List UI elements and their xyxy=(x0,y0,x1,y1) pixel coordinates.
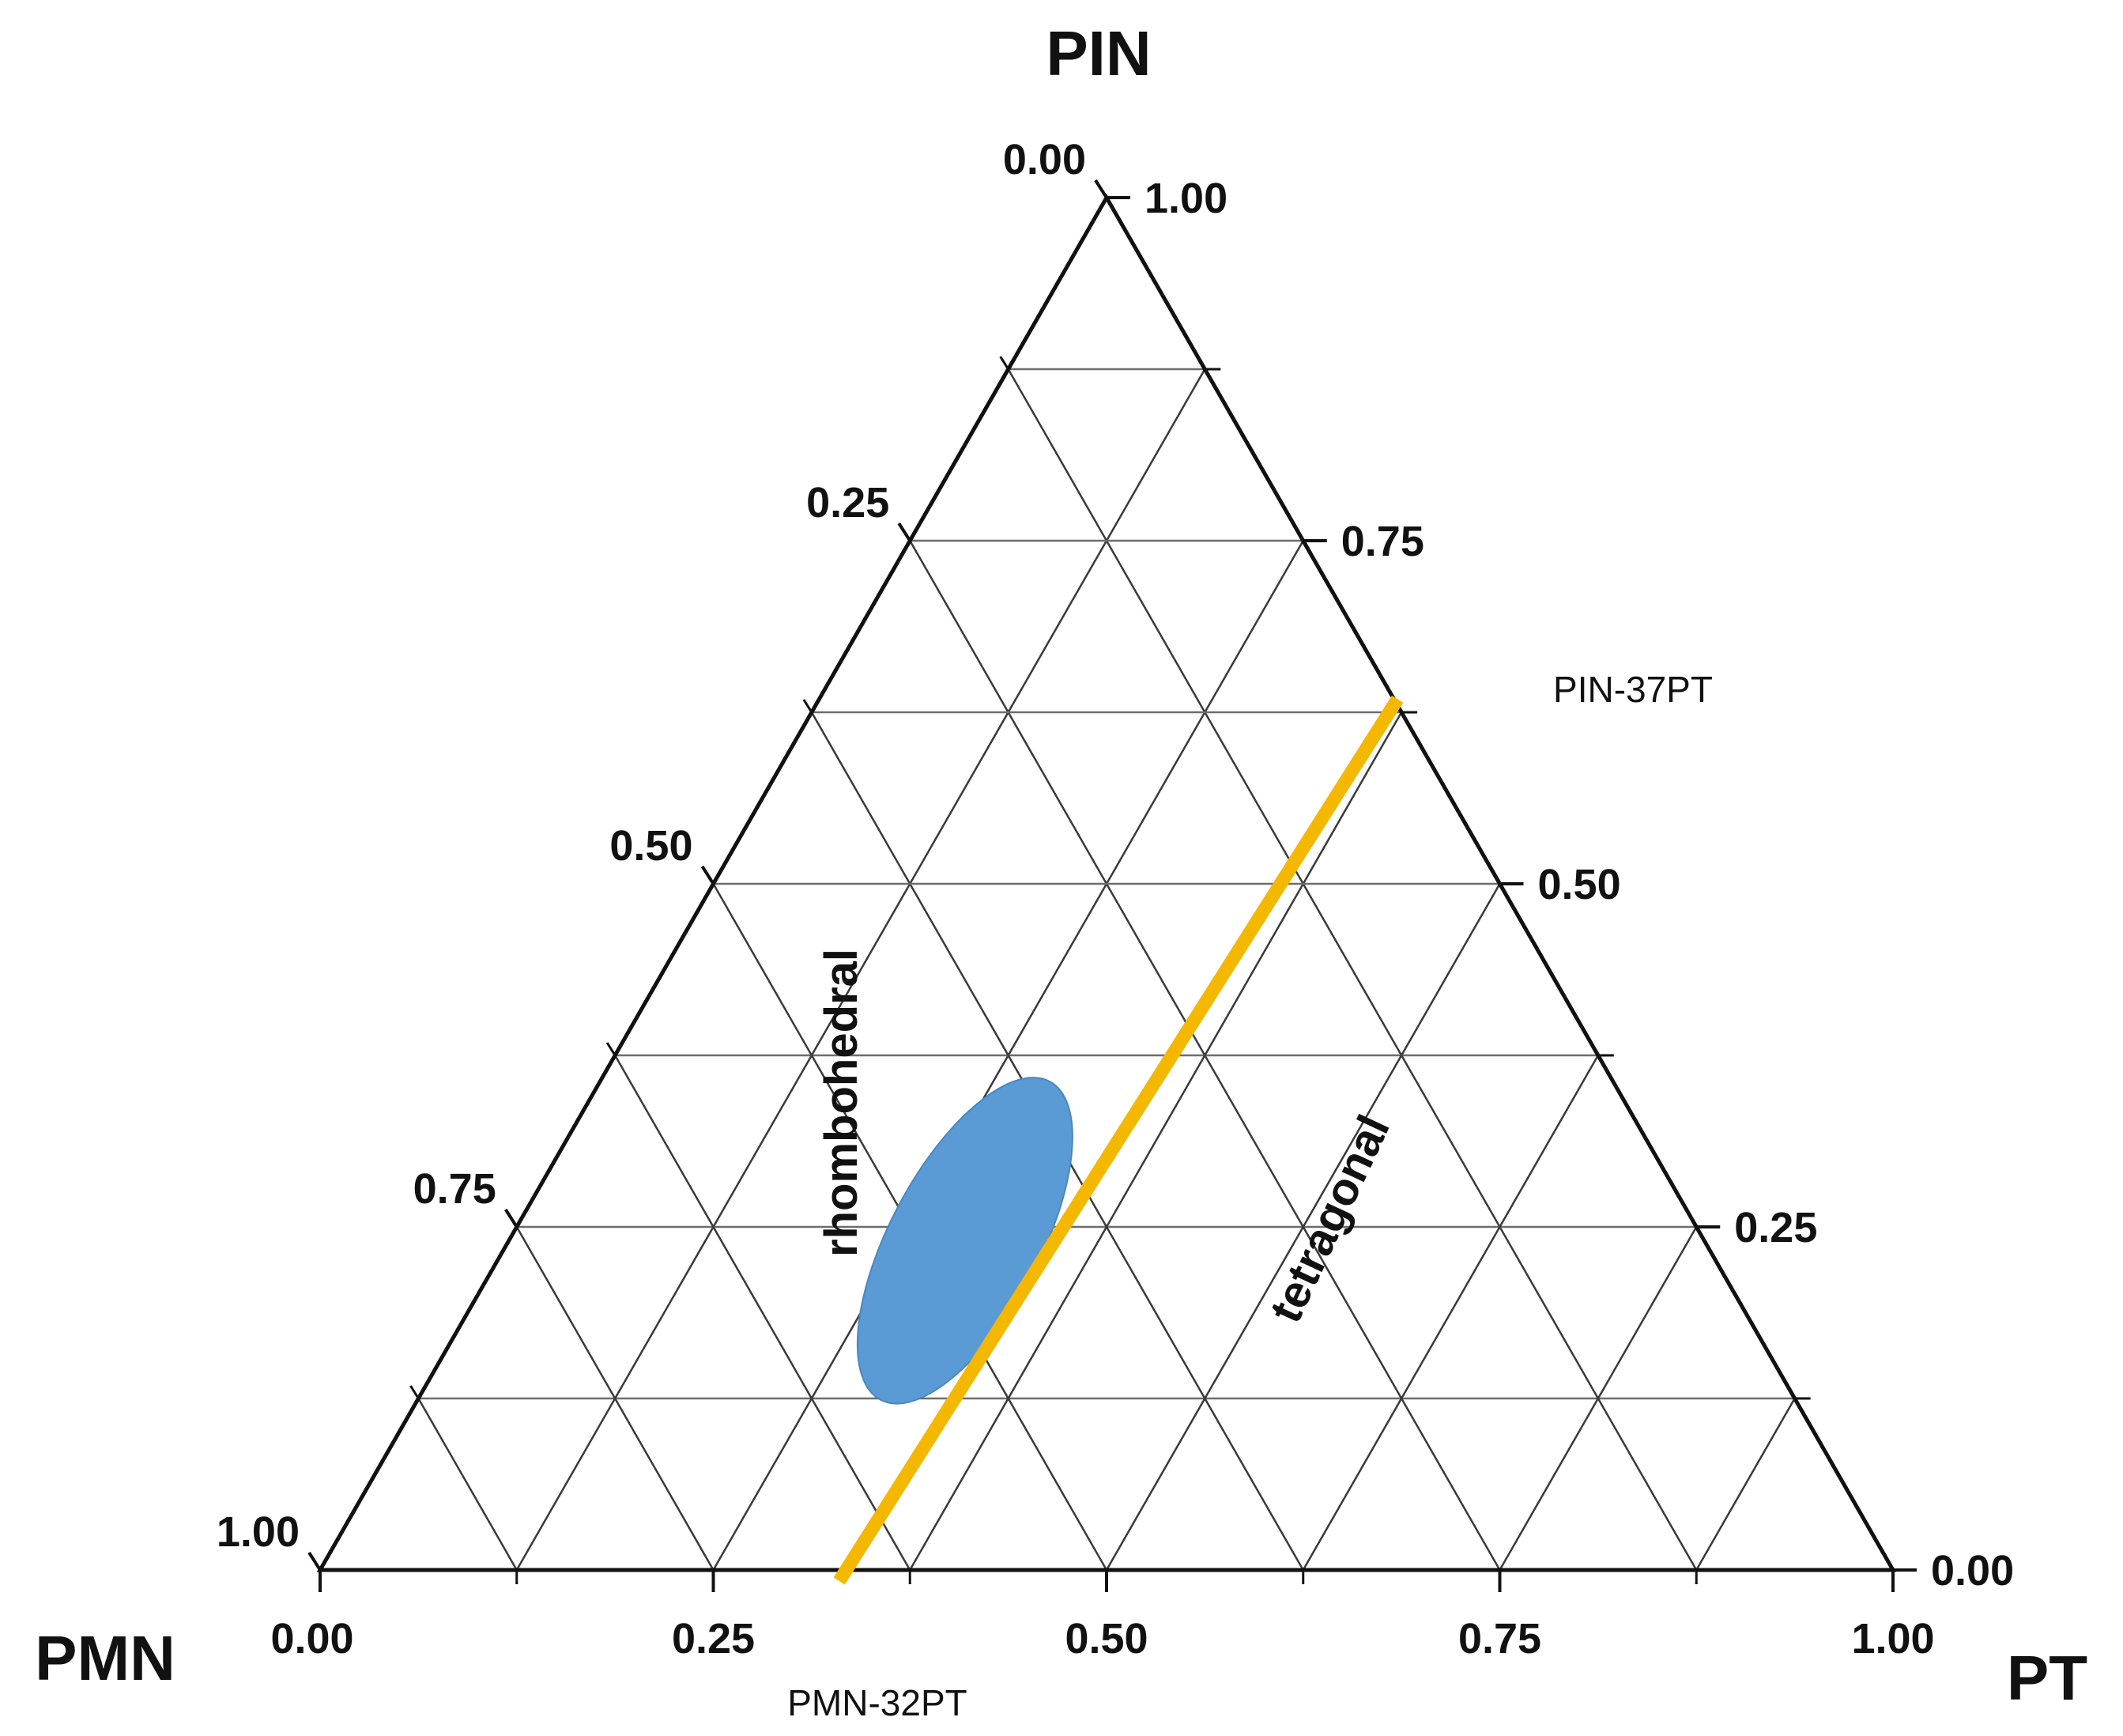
vertex-label-top: PIN xyxy=(1046,18,1151,89)
pt-tick-label: 0.25 xyxy=(672,1615,755,1662)
pmn-tick-mark xyxy=(897,522,911,542)
grid-line-pt xyxy=(1105,883,1501,1571)
grid-line-pmn xyxy=(515,1226,715,1571)
pmn-minor-tick xyxy=(999,356,1009,370)
grid-line-pmn xyxy=(614,1055,911,1571)
grid-line-pt xyxy=(515,368,1206,1571)
vertex-label-right: PT xyxy=(2007,1643,2087,1713)
pt-tick-label: 0.50 xyxy=(1065,1615,1148,1662)
pmn-tick-label: 0.75 xyxy=(413,1165,496,1213)
pin-tick-label: 1.00 xyxy=(1144,175,1227,222)
pmn-tick-mark xyxy=(1094,179,1108,199)
pin-tick-label: 0.75 xyxy=(1341,518,1424,565)
boundary-label-bottom: PMN-32PT xyxy=(787,1682,967,1723)
pt-tick-label: 1.00 xyxy=(1851,1615,1934,1662)
pt-tick-label: 0.00 xyxy=(270,1615,353,1662)
pmn-tick-mark xyxy=(307,1551,322,1572)
pmn-tick-label: 0.50 xyxy=(609,822,692,870)
vertex-label-left: PMN xyxy=(35,1623,175,1693)
pmn-tick-mark xyxy=(700,865,715,885)
pmn-tick-label: 0.00 xyxy=(1003,136,1086,183)
region-label-rhombohedral: rhombohedral xyxy=(816,949,867,1257)
pmn-tick-label: 0.25 xyxy=(806,479,889,526)
grid-line-pt xyxy=(1302,1055,1599,1571)
phase-boundary-line xyxy=(833,695,1404,1585)
grid-line-pmn xyxy=(1007,368,1698,1571)
pin-tick-label: 0.50 xyxy=(1538,861,1621,908)
grid-lines xyxy=(417,368,1796,1571)
pmn-tick-mark xyxy=(504,1208,518,1228)
grid-line-pt xyxy=(1695,1398,1796,1571)
pmn-minor-tick xyxy=(409,1385,420,1399)
boundary-label-top: PIN-37PT xyxy=(1553,669,1713,710)
grid-line-pmn xyxy=(417,1398,518,1571)
pmn-minor-tick xyxy=(802,699,813,713)
grid-line-pt xyxy=(909,711,1403,1571)
pmn-minor-tick xyxy=(605,1042,617,1056)
region-label-tetragonal: tetragonal xyxy=(1260,1108,1400,1330)
pmn-tick-label: 1.00 xyxy=(217,1508,300,1556)
data-layer xyxy=(833,695,1404,1585)
pt-tick-label: 0.75 xyxy=(1458,1615,1541,1662)
axis-ticks: 0.00 0.25 0.50 0.75 1.00 0.00 0.25 0.50 0.75 1.00… xyxy=(217,136,2014,1662)
pin-tick-label: 0.25 xyxy=(1734,1204,1817,1251)
grid-line-pt xyxy=(1499,1226,1698,1571)
pin-tick-label: 0.00 xyxy=(1931,1547,2014,1594)
